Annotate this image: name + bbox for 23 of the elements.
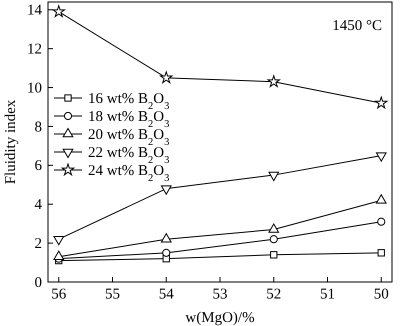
legend-label: 20 wt% B$_{2}$O$_{3}$ (88, 127, 170, 148)
legend-label: 16 wt% B$_{2}$O$_{3}$ (88, 91, 170, 112)
y-tick-label: 12 (27, 41, 42, 58)
y-tick-label: 10 (27, 80, 42, 96)
y-tick-label: 4 (34, 197, 42, 214)
legend-label: 18 wt% B$_{2}$O$_{3}$ (88, 109, 170, 130)
legend-label: 22 wt% B$_{2}$O$_{3}$ (88, 145, 170, 166)
x-tick-label: 51 (320, 286, 335, 303)
y-axis-title: Fluidity index (3, 99, 19, 184)
y-tick-label: 2 (34, 236, 42, 252)
legend-label: 24 wt% B$_{2}$O$_{3}$ (88, 163, 170, 184)
x-tick-label: 56 (51, 286, 67, 303)
y-tick-label: 8 (34, 119, 42, 136)
y-tick-label: 6 (34, 158, 42, 174)
x-tick-label: 53 (212, 286, 228, 303)
y-tick-label: 14 (27, 2, 42, 19)
x-tick-label: 52 (266, 286, 282, 303)
annotation: 1450 °C (332, 18, 382, 34)
x-tick-label: 54 (158, 286, 174, 303)
y-tick-label: 0 (34, 274, 42, 291)
x-tick-label: 50 (374, 286, 389, 303)
x-axis-title: w(MgO)/% (185, 310, 255, 326)
x-tick-label: 55 (105, 286, 120, 303)
